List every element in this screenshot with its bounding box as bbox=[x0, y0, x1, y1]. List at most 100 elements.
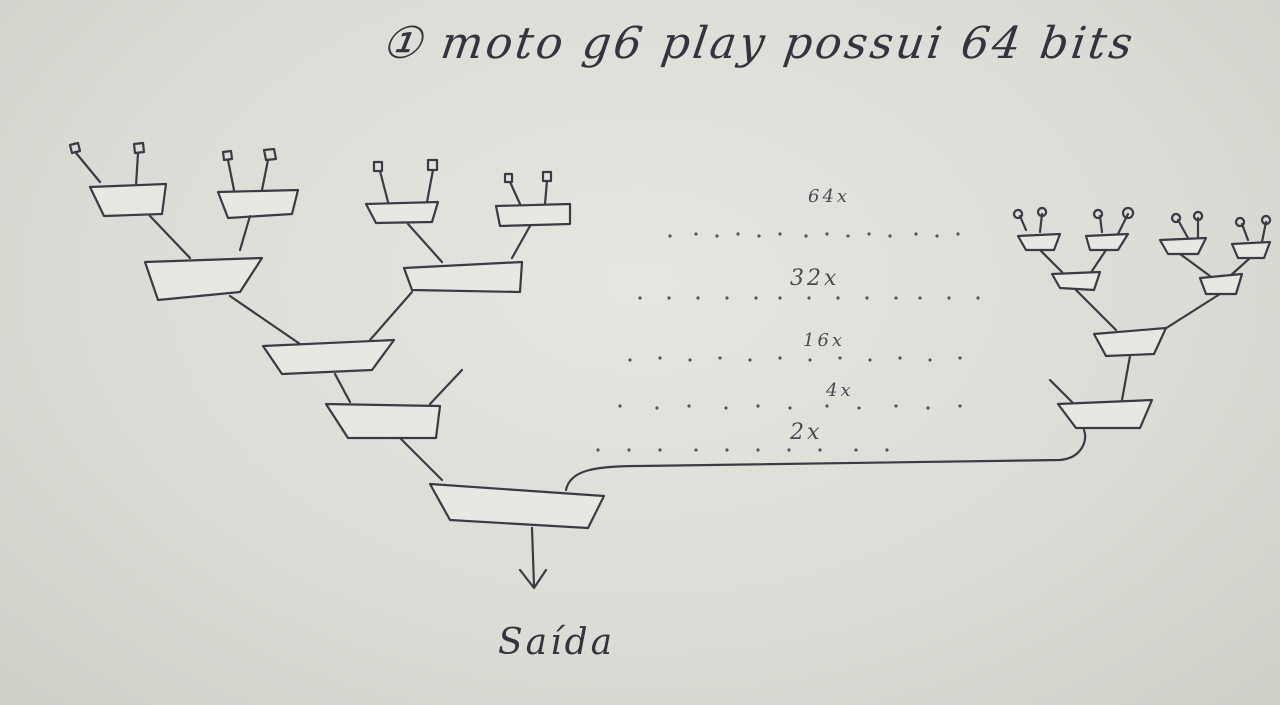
ellipsis-dot bbox=[804, 234, 808, 238]
output-arrow bbox=[530, 526, 536, 588]
ellipsis-dot bbox=[754, 296, 758, 300]
mux-shape bbox=[402, 260, 524, 294]
ellipsis-dot bbox=[658, 448, 662, 452]
level-count-16: 16x bbox=[803, 330, 846, 351]
level-count-32: 32x bbox=[790, 266, 840, 291]
ellipsis-dot bbox=[718, 356, 722, 360]
ellipsis-dot bbox=[868, 358, 872, 362]
ellipsis-dot bbox=[818, 448, 822, 452]
ellipsis-dot bbox=[857, 406, 861, 410]
ellipsis-dot bbox=[748, 358, 752, 362]
mux-shape bbox=[1016, 232, 1062, 252]
input-register-icon bbox=[372, 160, 390, 204]
ellipsis-dot bbox=[687, 404, 691, 408]
left-inputs bbox=[68, 141, 553, 206]
mux-shape bbox=[364, 200, 440, 225]
ellipsis-dot bbox=[788, 406, 792, 410]
mux-shape bbox=[1158, 236, 1208, 256]
input-register-icon bbox=[425, 158, 439, 204]
left-level2-muxes bbox=[143, 214, 532, 302]
ellipsis-dot bbox=[618, 404, 622, 408]
ellipsis-dot bbox=[756, 404, 760, 408]
mux-shape bbox=[216, 188, 300, 220]
ellipsis-dot bbox=[778, 296, 782, 300]
ellipsis-dot bbox=[894, 296, 898, 300]
input-register-icon bbox=[503, 172, 522, 206]
left-level4-muxes bbox=[324, 368, 464, 440]
ellipsis-dot bbox=[885, 448, 889, 452]
ellipsis-dot bbox=[854, 448, 858, 452]
ellipsis-dot bbox=[725, 448, 729, 452]
input-register-icon bbox=[68, 141, 102, 184]
ellipsis-dot bbox=[778, 232, 782, 236]
mux-shape bbox=[1230, 240, 1272, 260]
ellipsis-dot bbox=[715, 234, 719, 238]
ellipsis-dot bbox=[958, 404, 962, 408]
ellipsis-dot bbox=[888, 234, 892, 238]
mux-shape bbox=[143, 256, 264, 302]
ellipsis-dot bbox=[865, 296, 869, 300]
ellipsis-dot bbox=[787, 448, 791, 452]
input-register-icon bbox=[132, 141, 146, 188]
mux-shape bbox=[1056, 398, 1154, 430]
output-arrowhead-icon bbox=[518, 568, 548, 590]
level-count-64: 64x bbox=[808, 186, 851, 207]
mux-shape bbox=[1084, 232, 1130, 252]
ellipsis-dot bbox=[846, 234, 850, 238]
ellipsis-dot bbox=[926, 406, 930, 410]
ellipsis-dot bbox=[688, 358, 692, 362]
mux-shape bbox=[1092, 326, 1168, 358]
ellipsis-dot bbox=[736, 232, 740, 236]
ellipsis-dot bbox=[808, 358, 812, 362]
ellipsis-dot bbox=[667, 296, 671, 300]
mux-shape bbox=[1050, 270, 1102, 292]
ellipsis-dot bbox=[825, 404, 829, 408]
diagram-title: ① moto g6 play possui 64 bits bbox=[378, 18, 1139, 69]
ellipsis-dot bbox=[947, 296, 951, 300]
ellipsis-dot bbox=[867, 232, 871, 236]
output-label: Saída bbox=[498, 622, 616, 663]
ellipsis-dot bbox=[694, 232, 698, 236]
ellipsis-dot bbox=[696, 296, 700, 300]
ellipsis-dot bbox=[658, 356, 662, 360]
mux-shape bbox=[261, 338, 396, 376]
ellipsis-dot bbox=[807, 296, 811, 300]
ellipsis-dot bbox=[918, 296, 922, 300]
ellipsis-dot bbox=[836, 296, 840, 300]
right-subtree-wire bbox=[564, 428, 1087, 492]
mux-shape bbox=[428, 482, 606, 530]
ellipsis-dot bbox=[638, 296, 642, 300]
level-count-4: 4x bbox=[826, 380, 854, 401]
ellipsis-dot bbox=[778, 356, 782, 360]
input-register-icon bbox=[221, 149, 236, 192]
mux-shape bbox=[88, 182, 168, 218]
input-register-icon bbox=[260, 147, 278, 192]
left-level3-muxes bbox=[228, 290, 414, 376]
ellipsis-dot bbox=[976, 296, 980, 300]
ellipsis-dot bbox=[596, 448, 600, 452]
ellipsis-dot bbox=[757, 234, 761, 238]
output-mux bbox=[398, 428, 1087, 590]
ellipsis-dot bbox=[914, 232, 918, 236]
ellipsis-dots bbox=[596, 232, 980, 452]
ellipsis-dot bbox=[838, 356, 842, 360]
ellipsis-dot bbox=[694, 448, 698, 452]
ellipsis-dot bbox=[935, 234, 939, 238]
ellipsis-dot bbox=[628, 358, 632, 362]
mux-shape bbox=[494, 202, 572, 228]
mux-shape bbox=[324, 402, 442, 440]
ellipsis-dot bbox=[756, 448, 760, 452]
ellipsis-dot bbox=[928, 358, 932, 362]
left-level1-muxes bbox=[88, 182, 572, 228]
input-register-icon bbox=[541, 170, 553, 206]
mux-shape bbox=[1198, 272, 1244, 296]
level-count-2: 2x bbox=[790, 420, 823, 445]
ellipsis-dot bbox=[956, 232, 960, 236]
ellipsis-dot bbox=[655, 406, 659, 410]
right-subtree bbox=[1012, 206, 1272, 430]
ellipsis-dot bbox=[825, 232, 829, 236]
ellipsis-dot bbox=[958, 356, 962, 360]
ellipsis-dot bbox=[668, 234, 672, 238]
